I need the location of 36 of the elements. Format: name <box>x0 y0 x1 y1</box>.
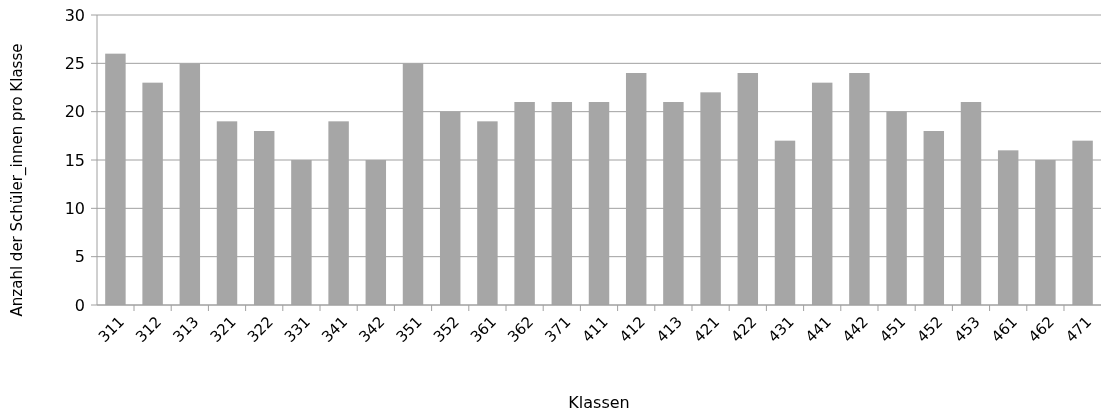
x-tick-label: 371 <box>541 312 575 346</box>
x-tick-label: 411 <box>578 312 612 346</box>
x-tick-label: 361 <box>466 312 500 346</box>
x-tick-label: 442 <box>838 312 872 346</box>
x-tick-label: 431 <box>764 312 798 346</box>
x-tick-label: 451 <box>876 312 910 346</box>
x-tick-label: 331 <box>280 312 314 346</box>
x-tick-label: 341 <box>318 312 352 346</box>
x-tick-label: 313 <box>169 312 203 346</box>
x-tick-label: 461 <box>987 312 1021 346</box>
y-tick-label: 15 <box>64 150 85 170</box>
y-tick-label: 20 <box>64 102 85 122</box>
x-tick-label: 471 <box>1062 312 1096 346</box>
x-axis-title: Klassen <box>568 393 630 412</box>
y-tick-label: 25 <box>64 53 85 73</box>
x-tick-label: 452 <box>913 312 947 346</box>
x-tick-label: 412 <box>615 312 649 346</box>
x-tick-label: 311 <box>94 312 128 346</box>
x-tick-label: 362 <box>504 312 538 346</box>
x-tick-label: 422 <box>727 312 761 346</box>
x-tick-label: 322 <box>243 312 277 346</box>
x-tick-label: 441 <box>801 312 835 346</box>
y-tick-label: 10 <box>64 198 85 218</box>
x-tick-label: 453 <box>950 312 984 346</box>
y-axis-title: Anzahl der Schüler_innen pro Klasse <box>8 43 27 317</box>
x-tick-label: 312 <box>132 312 166 346</box>
x-tick-label: 352 <box>429 312 463 346</box>
y-tick-label: 5 <box>74 247 85 267</box>
x-tick-label: 413 <box>652 312 686 346</box>
x-tick-label: 351 <box>392 312 426 346</box>
y-tick-label: 30 <box>64 5 85 25</box>
y-tick-label: 0 <box>74 295 85 315</box>
x-tick-label: 321 <box>206 312 240 346</box>
x-tick-label: 462 <box>1024 312 1058 346</box>
x-tick-label: 421 <box>690 312 724 346</box>
x-tick-label: 342 <box>355 312 389 346</box>
